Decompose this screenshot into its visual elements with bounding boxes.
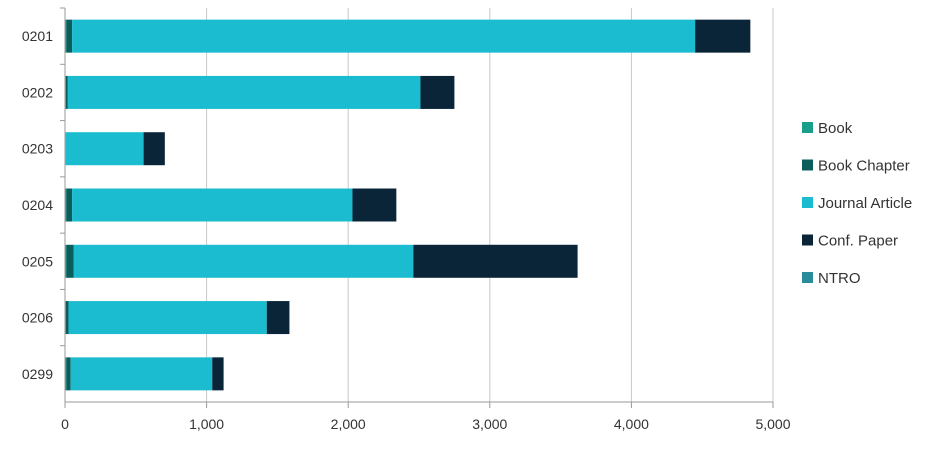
y-tick-label: 0299 xyxy=(22,366,53,382)
bar-segment xyxy=(65,75,68,109)
bar-segment xyxy=(65,132,144,166)
legend-label: Journal Article xyxy=(818,195,912,212)
x-axis-labels: 0 1,000 2,000 3,000 4,000 5,000 xyxy=(61,416,791,432)
bar-segment xyxy=(70,357,213,391)
bar-segment xyxy=(65,19,67,53)
bar-segment xyxy=(65,357,67,391)
x-tick-label: 0 xyxy=(61,416,69,432)
bar-segment xyxy=(65,301,69,335)
legend-swatch xyxy=(802,234,813,246)
bar-segment xyxy=(413,244,578,278)
y-axis-labels: 0201 0202 0203 0204 0205 0206 0299 xyxy=(22,28,53,382)
x-tick-label: 1,000 xyxy=(189,416,224,432)
legend-swatch xyxy=(802,122,813,133)
y-tick-label: 0201 xyxy=(22,28,53,44)
legend-label: Conf. Paper xyxy=(818,233,898,250)
bar-segment xyxy=(65,188,67,222)
y-tick-label: 0205 xyxy=(22,253,53,269)
legend-label: Book Chapter xyxy=(818,158,910,175)
bar-segment xyxy=(352,188,397,222)
y-tick-label: 0203 xyxy=(22,141,53,157)
bar-segment xyxy=(66,19,73,53)
legend-swatch xyxy=(802,272,813,283)
y-tick-label: 0204 xyxy=(22,197,53,213)
legend: Book Book Chapter Journal Article Conf. Pap… xyxy=(802,120,912,287)
axes xyxy=(60,7,774,408)
bar-segment xyxy=(66,188,73,222)
bar-segment xyxy=(65,244,67,278)
bar-segment xyxy=(68,301,267,335)
legend-swatch xyxy=(802,159,813,171)
bar-segment xyxy=(66,357,71,391)
bar-segment xyxy=(695,19,751,53)
y-tick-label: 0206 xyxy=(22,310,53,326)
bar-segment xyxy=(72,19,696,53)
bar-segment xyxy=(73,244,414,278)
bar-segment xyxy=(66,244,74,278)
legend-label: NTRO xyxy=(818,270,861,287)
bar-segment xyxy=(72,188,353,222)
gridlines xyxy=(206,8,774,402)
bar-segment xyxy=(420,75,455,109)
bar-segment xyxy=(67,75,421,109)
x-tick-label: 2,000 xyxy=(331,416,366,432)
bar-segment xyxy=(266,301,290,335)
x-tick-label: 5,000 xyxy=(755,416,790,432)
bars xyxy=(65,19,751,391)
y-tick-label: 0202 xyxy=(22,84,53,100)
x-tick-label: 4,000 xyxy=(614,416,649,432)
legend-swatch xyxy=(802,197,813,208)
legend-label: Book xyxy=(818,120,853,137)
bar-segment xyxy=(212,357,224,391)
bar-segment xyxy=(143,132,165,166)
x-tick-label: 3,000 xyxy=(472,416,507,432)
